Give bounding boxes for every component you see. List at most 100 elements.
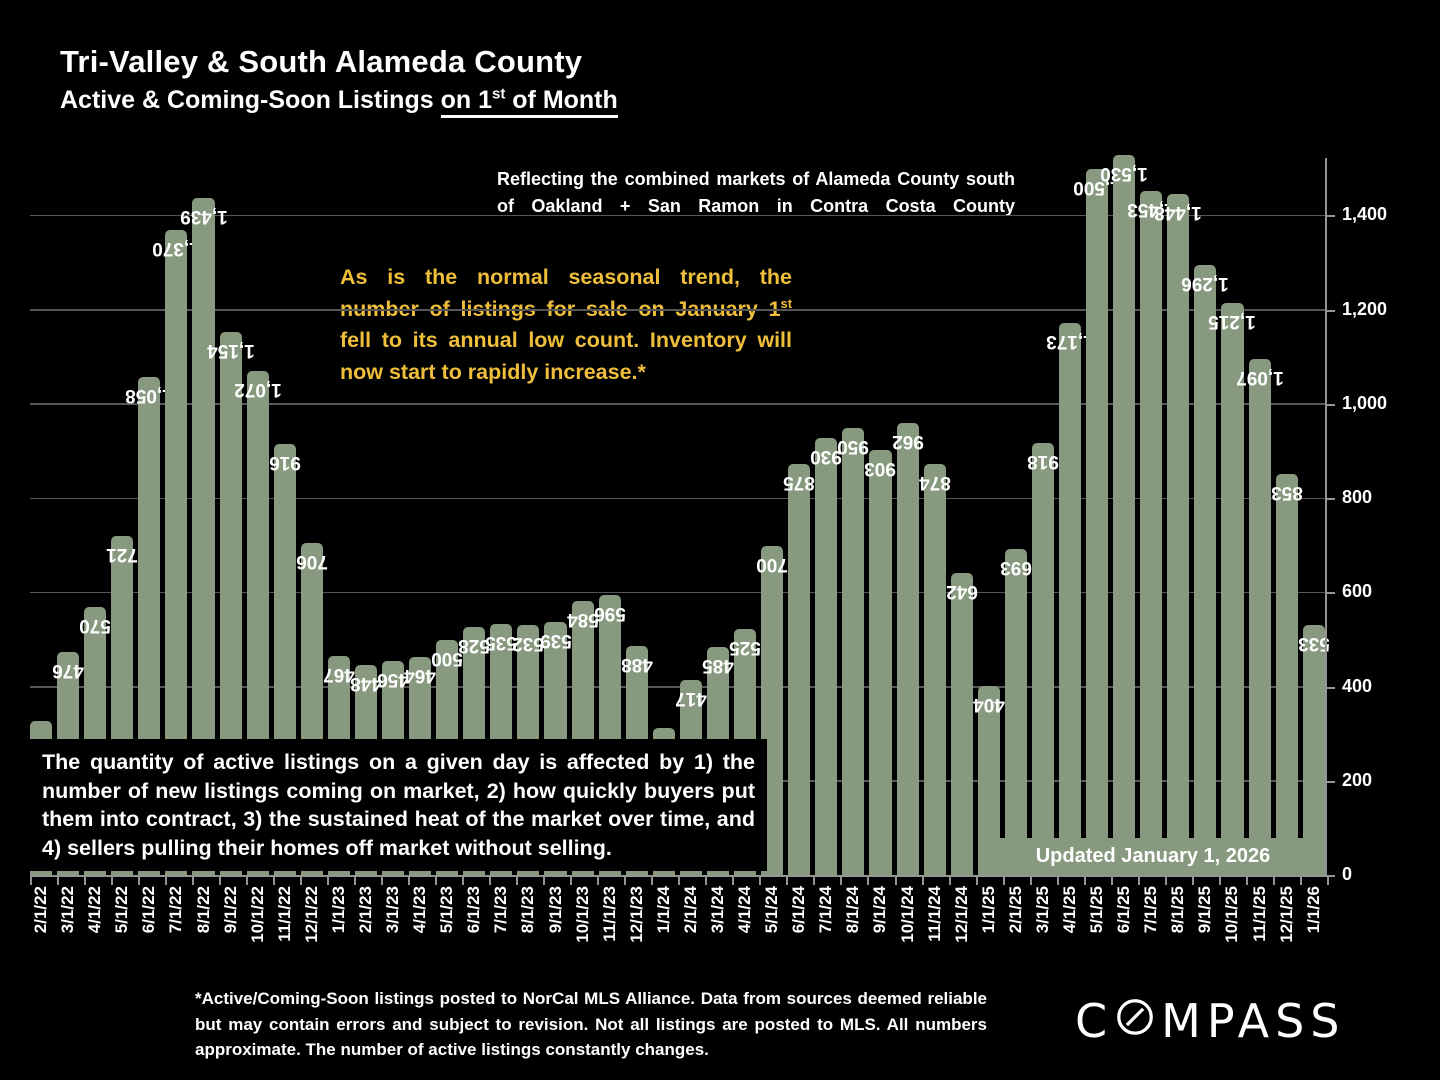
bar-value-label: 918 (1027, 451, 1059, 473)
bar-12/1/25: 853 (1271, 474, 1302, 876)
gridline (30, 403, 1325, 405)
x-tick (759, 877, 762, 885)
bar-9/1/25: 1,296 (1182, 265, 1229, 876)
x-tick (1137, 877, 1140, 885)
x-tick-label: 7/1/24 (816, 886, 836, 934)
x-tick (1056, 877, 1059, 885)
y-tick-label: 400 (1342, 675, 1373, 696)
x-tick-label: 4/1/25 (1060, 886, 1079, 934)
x-tick (1218, 877, 1221, 885)
x-label-slot: 10/1/25 (1221, 886, 1243, 943)
x-label-slot: 12/1/23 (626, 886, 648, 943)
bar-slot: 874 (919, 155, 950, 876)
x-tick (138, 877, 141, 885)
x-tick-label: 3/1/25 (1032, 886, 1052, 934)
bar-value-label: 874 (918, 472, 951, 494)
page-title: Tri-Valley & South Alameda County (60, 44, 583, 79)
x-label-slot: 4/1/22 (84, 886, 106, 933)
x-label-slot: 11/1/22 (274, 886, 296, 942)
y-tick (1325, 215, 1335, 218)
bar-12/1/24: 642 (946, 573, 978, 876)
x-tick-label: 9/1/24 (870, 886, 890, 934)
y-tick (1325, 592, 1335, 595)
x-tick-label: 7/1/25 (1141, 886, 1161, 934)
gridline (30, 214, 1325, 217)
gridline (30, 591, 1325, 594)
x-tick-label: 10/1/23 (572, 886, 592, 943)
y-tick-label: 0 (1342, 864, 1353, 884)
bar-8/1/25: 1,448 (1155, 193, 1202, 876)
x-tick-label: 4/1/24 (735, 886, 755, 934)
x-tick (192, 877, 195, 885)
y-tick (1325, 686, 1335, 689)
x-tick (1164, 877, 1167, 885)
seasonal-superscript: st (780, 295, 792, 311)
x-tick (165, 877, 168, 885)
x-tick-label: 11/1/25 (1249, 886, 1269, 942)
x-tick-label: 6/1/22 (139, 886, 159, 934)
x-tick-label: 2/1/23 (355, 886, 375, 934)
x-tick (1002, 877, 1005, 885)
x-label-slot: 8/1/23 (517, 886, 539, 933)
x-label-slot: 3/1/22 (57, 886, 79, 933)
gridline (30, 686, 1325, 688)
y-tick-label: 200 (1342, 769, 1373, 790)
bar-7/1/22: 1,370 (153, 230, 200, 876)
x-tick (84, 877, 87, 885)
x-tick (975, 877, 978, 885)
x-tick (705, 877, 708, 885)
bar-slot: 1,215 (1209, 155, 1256, 876)
bar-value-label: 700 (756, 554, 788, 576)
x-tick-label: 2/1/24 (680, 886, 700, 934)
x-tick-label: 1/1/23 (328, 886, 348, 934)
x-label-slot: 8/1/24 (842, 886, 864, 933)
x-tick-label: 11/1/22 (274, 886, 294, 942)
x-tick (948, 877, 951, 885)
bar-4/1/25: 1,173 (1046, 323, 1094, 876)
compass-slashed-o-icon (1114, 994, 1156, 1048)
x-tick-label: 6/1/24 (789, 886, 809, 934)
bar-value-label: 903 (864, 458, 897, 480)
x-label-slot: 11/1/25 (1249, 886, 1271, 942)
bar-slot: 533 (1298, 155, 1330, 876)
bar-value-label: 1,530 (1100, 163, 1148, 184)
subtitle-superscript: st (491, 85, 506, 103)
x-label-slot: 12/1/22 (301, 886, 323, 943)
x-label-slot: 4/1/23 (409, 886, 431, 933)
bar-8/1/24: 950 (838, 428, 869, 876)
x-label-slot: 6/1/23 (463, 886, 485, 933)
bar-7/1/24: 930 (810, 437, 842, 876)
x-tick (651, 877, 654, 885)
x-label-slot: 8/1/25 (1167, 886, 1189, 933)
x-tick (111, 877, 114, 885)
bar-value-label: 488 (620, 654, 653, 676)
x-tick (273, 877, 276, 885)
bar-6/1/24: 875 (783, 463, 815, 876)
bar-8/1/22: 1,439 (180, 197, 227, 876)
x-tick (894, 877, 897, 885)
bar-10/1/24: 962 (892, 422, 923, 876)
x-tick (327, 877, 330, 885)
x-tick-label: 2/1/25 (1005, 886, 1025, 934)
x-label-slot: 2/1/25 (1005, 886, 1027, 933)
x-label-slot: 4/1/24 (734, 886, 756, 933)
x-label-slot: 9/1/24 (869, 886, 891, 933)
gridline (30, 309, 1325, 311)
bar-value-label: 1,154 (206, 340, 255, 362)
bar-value-label: 570 (79, 615, 112, 637)
bar-slot: 642 (946, 155, 978, 876)
logo-letter-c: C (1075, 994, 1114, 1048)
bar-slot: 930 (810, 155, 842, 876)
bar-slot: 1,097 (1236, 155, 1283, 876)
market-coverage-note: Reflecting the combined markets of Alame… (497, 169, 1015, 216)
bar-slot: 1,500 (1073, 155, 1121, 876)
x-tick (732, 877, 735, 885)
bar-slot: 1,453 (1127, 155, 1175, 876)
x-tick-label: 8/1/23 (518, 886, 538, 934)
x-tick (597, 877, 600, 885)
x-label-slot: 2/1/23 (355, 886, 377, 933)
y-tick (1325, 875, 1335, 877)
updated-date-badge: Updated January 1, 2026 (995, 838, 1311, 875)
bar-slot: 1,370 (153, 155, 200, 876)
x-label-slot: 2/1/22 (30, 886, 52, 933)
